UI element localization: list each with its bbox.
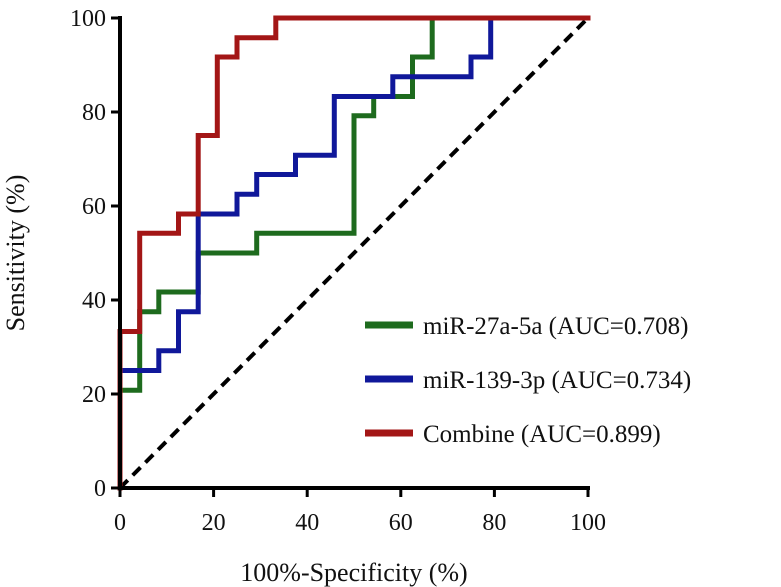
- y-tick-label: 100: [70, 6, 106, 32]
- x-ticks: 0 20 40 60 80 100: [114, 488, 606, 536]
- series-line-2: [117, 15, 591, 491]
- axes: [118, 16, 590, 490]
- legend-label: miR-27a-5a (AUC=0.708): [423, 313, 688, 340]
- y-tick-label: 20: [82, 382, 106, 408]
- x-tick-label: 40: [295, 510, 319, 536]
- y-tick-label: 40: [82, 288, 106, 314]
- y-axis-title: Sensitivity (%): [1, 175, 30, 332]
- x-tick-label: 100: [570, 510, 606, 536]
- plot-area: [117, 15, 591, 491]
- y-tick-label: 60: [82, 194, 106, 220]
- x-tick-label: 0: [114, 510, 126, 536]
- legend-label: Combine (AUC=0.899): [423, 421, 661, 448]
- legend: miR-27a-5a (AUC=0.708) miR-139-3p (AUC=0.…: [365, 313, 691, 448]
- y-tick-label: 80: [82, 100, 106, 126]
- x-tick-label: 20: [202, 510, 226, 536]
- x-axis-title: 100%-Specificity (%): [240, 558, 467, 587]
- x-tick-label: 60: [389, 510, 413, 536]
- y-ticks: 0 20 40 60 80 100: [70, 6, 120, 502]
- x-tick-label: 80: [482, 510, 506, 536]
- legend-label: miR-139-3p (AUC=0.734): [423, 367, 691, 394]
- y-tick-label: 0: [94, 476, 106, 502]
- series-line-3: [117, 15, 591, 491]
- reference-diagonal-line: [118, 16, 590, 490]
